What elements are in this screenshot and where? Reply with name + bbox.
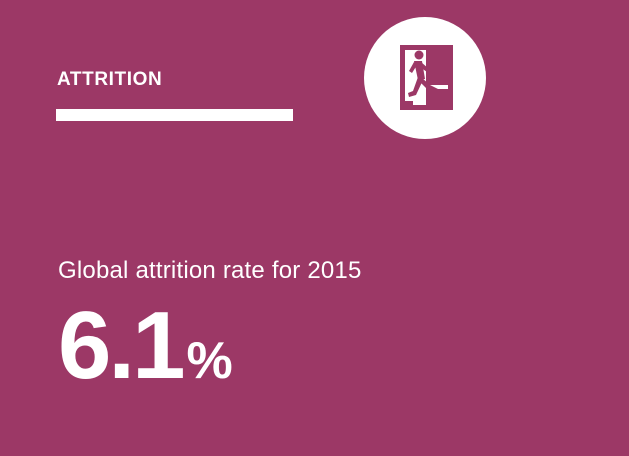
stat-value: 6.1 % xyxy=(58,298,233,398)
stat-caption: Global attrition rate for 2015 xyxy=(58,257,362,284)
title-underline xyxy=(56,109,293,121)
stat-number: 6.1 xyxy=(58,292,185,399)
emergency-exit-icon xyxy=(400,45,453,110)
section-title: ATTRITION xyxy=(57,69,163,90)
icon-badge xyxy=(364,17,486,139)
stat-unit: % xyxy=(186,332,233,390)
